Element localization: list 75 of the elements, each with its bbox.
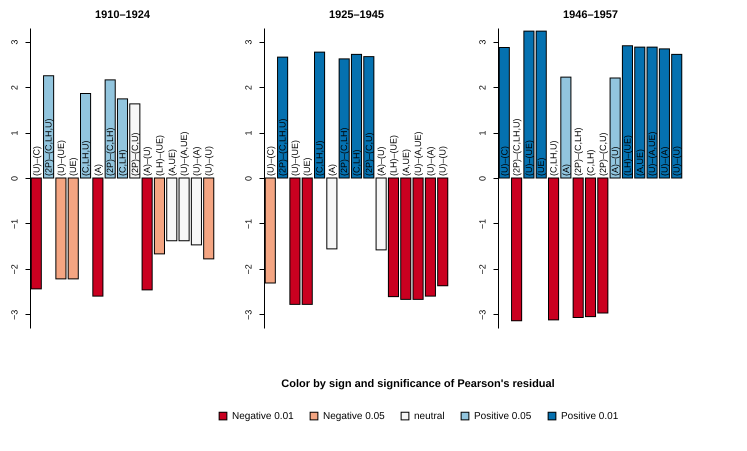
- x-tick-label: (U)–(A,UE): [179, 132, 190, 176]
- y-tick-label: 0: [244, 176, 254, 182]
- x-tick-label: (C,LH,U): [80, 140, 91, 176]
- y-tick-label: 0: [478, 176, 488, 182]
- y-tick-label: 2: [478, 85, 488, 90]
- legend-label: neutral: [414, 411, 445, 422]
- x-tick-label: (LH)–(UE): [388, 134, 398, 176]
- x-tick-label: (LH)–(UE): [154, 134, 164, 176]
- x-tick-label: (2P)–(C,LH): [339, 127, 350, 176]
- x-tick-label: (A)–(U): [376, 146, 386, 176]
- legend-label: Negative 0.05: [323, 411, 386, 422]
- x-tick-label: (UE): [68, 158, 78, 176]
- x-tick-label: (U)–(A,UE): [413, 132, 424, 176]
- x-tick-label: (U)–(U): [204, 146, 214, 176]
- y-tick-label: −2: [244, 264, 254, 275]
- x-tick-label: (U)–(UE): [524, 140, 534, 176]
- x-tick-label: (U)–(A): [659, 146, 670, 176]
- x-tick-label: (A): [92, 164, 103, 176]
- x-tick-label: (A,UE): [166, 148, 177, 176]
- y-tick-label: −1: [244, 218, 254, 230]
- x-tick-label: (2P)–(C,U): [130, 132, 140, 176]
- x-tick-label: (C,LH): [118, 150, 128, 176]
- x-tick-label: (C,LH,U): [314, 140, 325, 176]
- x-tick-label: (U)–(U): [438, 146, 448, 176]
- y-tick-label: 1: [244, 130, 254, 136]
- chart-title: 1946–1957: [562, 9, 618, 21]
- y-tick-label: −2: [10, 264, 20, 275]
- x-tick-label: (U)–(A,UE): [647, 132, 658, 176]
- y-tick-label: −1: [478, 218, 488, 230]
- y-tick-label: 3: [244, 40, 254, 45]
- y-tick-label: 1: [478, 130, 488, 136]
- x-tick-label: (LH)–(UE): [622, 134, 632, 176]
- x-tick-label: (2P)–(C,LH,U): [44, 118, 54, 176]
- legend-label: Positive 0.05: [474, 411, 532, 422]
- y-tick-label: 1: [10, 130, 20, 136]
- y-tick-label: 3: [10, 40, 20, 45]
- x-tick-label: (2P)–(C,LH,U): [512, 118, 522, 176]
- x-tick-label: (A)–(U): [610, 146, 620, 176]
- y-tick-label: 0: [10, 176, 20, 182]
- y-tick-label: 2: [10, 85, 20, 90]
- y-tick-label: −1: [10, 218, 20, 230]
- y-tick-label: −3: [244, 310, 254, 320]
- x-tick-label: (U)–(UE): [290, 140, 300, 176]
- x-tick-label: (C,LH): [352, 150, 362, 176]
- y-tick-label: 2: [244, 85, 254, 90]
- y-tick-label: −2: [478, 264, 488, 275]
- x-tick-label: (U)–(C): [265, 146, 276, 176]
- chart-title: 1925–1945: [328, 9, 384, 21]
- legend-label: Positive 0.01: [561, 411, 619, 422]
- x-tick-label: (A,UE): [634, 148, 645, 176]
- x-tick-label: (A): [326, 164, 337, 176]
- x-tick-label: (A)–(U): [142, 146, 152, 176]
- x-tick-label: (U)–(A): [425, 146, 436, 176]
- x-tick-label: (C,LH,U): [548, 140, 559, 176]
- chart-title: 1910–1924: [94, 9, 151, 21]
- legend-title: Color by sign and significance of Pearson's residual: [281, 378, 555, 390]
- x-tick-label: (U)–(C): [499, 146, 510, 176]
- x-tick-label: (UE): [302, 158, 312, 176]
- x-tick-label: (UE): [536, 158, 546, 176]
- x-tick-label: (U)–(UE): [56, 140, 66, 176]
- x-tick-label: (A,UE): [400, 148, 411, 176]
- x-tick-label: (2P)–(C,U): [598, 132, 608, 176]
- x-tick-label: (A): [560, 164, 571, 176]
- y-tick-label: 3: [478, 40, 488, 45]
- x-tick-label: (U)–(C): [31, 146, 42, 176]
- x-tick-label: (2P)–(C,LH,U): [278, 118, 288, 176]
- x-tick-label: (U)–(U): [672, 146, 682, 176]
- x-tick-label: (2P)–(C,LH): [105, 127, 116, 176]
- x-tick-label: (U)–(A): [191, 146, 202, 176]
- y-tick-label: −3: [478, 310, 488, 320]
- x-tick-label: (2P)–(C,U): [364, 132, 374, 176]
- y-tick-label: −3: [10, 310, 20, 320]
- legend-label: Negative 0.01: [232, 411, 294, 422]
- x-tick-label: (C,LH): [586, 150, 596, 176]
- x-tick-label: (2P)–(C,LH): [573, 127, 584, 176]
